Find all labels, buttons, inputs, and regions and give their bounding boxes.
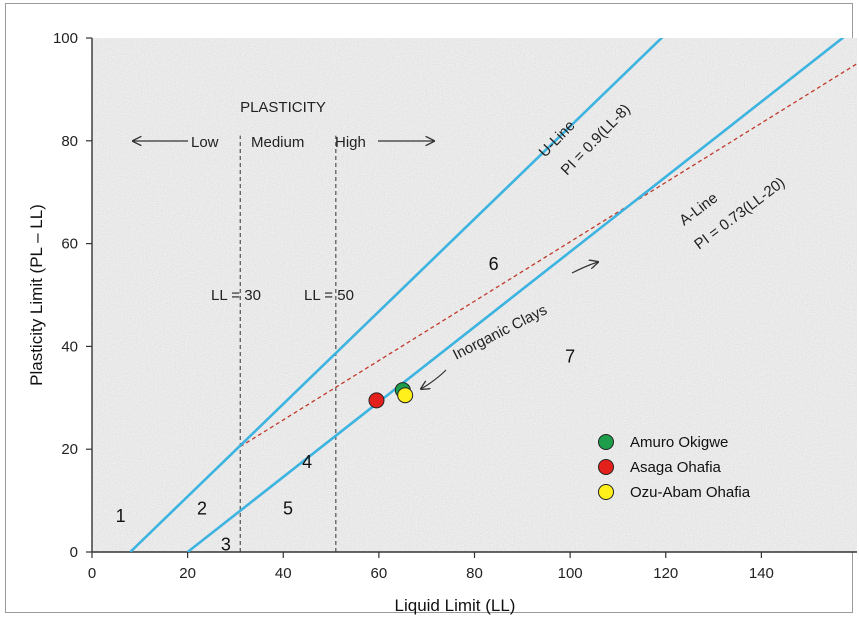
legend-marker bbox=[598, 459, 614, 475]
legend: Amuro Okigwe Asaga Ohafia Ozu-Abam Ohafia bbox=[598, 434, 751, 501]
legend-label: Ozu-Abam Ohafia bbox=[630, 484, 751, 501]
region-label-1: 1 bbox=[116, 506, 126, 526]
legend-label: Asaga Ohafia bbox=[630, 459, 722, 476]
y-tick-label: 100 bbox=[53, 30, 78, 47]
inorganic-arrow-lower bbox=[421, 369, 447, 389]
plasticity-title: PLASTICITY bbox=[240, 99, 326, 116]
legend-marker bbox=[598, 484, 614, 500]
region-label-3: 3 bbox=[221, 534, 231, 554]
data-point bbox=[368, 392, 385, 409]
y-tick-label: 20 bbox=[61, 441, 78, 458]
y-tick-label: 60 bbox=[61, 236, 78, 253]
region-label-2: 2 bbox=[197, 498, 207, 518]
a-line bbox=[186, 38, 845, 552]
u-line bbox=[129, 38, 664, 552]
y-tick-label: 80 bbox=[61, 133, 78, 150]
plasticity-high-label: High bbox=[335, 134, 366, 151]
ll-50-label: LL = 50 bbox=[304, 287, 354, 304]
plasticity-low-label: Low bbox=[191, 134, 219, 151]
x-tick-label: 140 bbox=[749, 565, 774, 582]
x-ticks: 0 20 40 60 80 100 120 140 bbox=[88, 552, 774, 582]
x-tick-label: 80 bbox=[466, 565, 483, 582]
inorganic-arrow-upper bbox=[571, 262, 598, 274]
x-tick-label: 60 bbox=[371, 565, 388, 582]
x-tick-label: 120 bbox=[653, 565, 678, 582]
region-label-7: 7 bbox=[565, 347, 575, 367]
x-tick-label: 100 bbox=[558, 565, 583, 582]
plasticity-medium-label: Medium bbox=[251, 134, 304, 151]
data-point bbox=[397, 387, 414, 404]
dashed-red-line bbox=[239, 63, 857, 448]
x-tick-label: 0 bbox=[88, 565, 96, 582]
x-tick-label: 20 bbox=[179, 565, 196, 582]
x-axis-title: Liquid Limit (LL) bbox=[395, 596, 516, 615]
y-ticks: 0 20 40 60 80 100 bbox=[53, 30, 92, 561]
region-label-4: 4 bbox=[302, 452, 312, 472]
x-tick-label: 40 bbox=[275, 565, 292, 582]
ll-30-label: LL = 30 bbox=[211, 287, 261, 304]
y-axis-title: Plasticity Limit (PL – LL) bbox=[27, 204, 46, 386]
region-label-6: 6 bbox=[489, 254, 499, 274]
region-label-5: 5 bbox=[283, 498, 293, 518]
legend-marker bbox=[598, 434, 614, 450]
y-tick-label: 40 bbox=[61, 338, 78, 355]
y-tick-label: 0 bbox=[70, 544, 78, 561]
legend-label: Amuro Okigwe bbox=[630, 434, 728, 451]
data-points bbox=[368, 382, 414, 409]
